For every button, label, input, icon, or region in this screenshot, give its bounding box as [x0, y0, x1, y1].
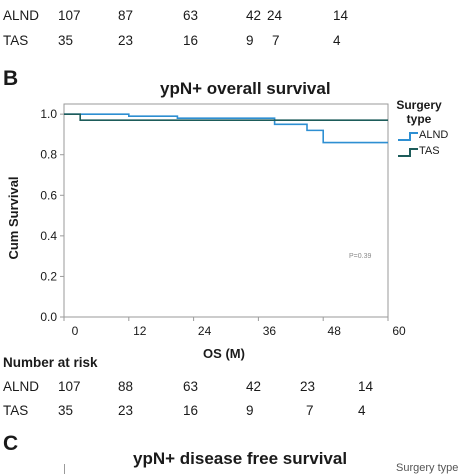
legend-label-tas: TAS [419, 145, 440, 157]
x-tick-label: 48 [328, 324, 342, 338]
risk-value: 88 [118, 379, 134, 394]
risk-value: 16 [183, 33, 199, 48]
x-tick-label: 36 [263, 324, 277, 338]
risk-value: 4 [333, 33, 341, 48]
y-tick-label: 0.2 [40, 269, 57, 283]
legend-label-alnd: ALND [419, 129, 449, 141]
risk-value: 23 [118, 33, 134, 48]
y-tick-label: 0.8 [40, 148, 57, 162]
risk-value: 16 [183, 403, 199, 418]
risk-value: 35 [58, 33, 74, 48]
risk-value: 9 [246, 403, 254, 418]
risk-value: 23 [300, 379, 316, 394]
risk-value: 14 [358, 379, 374, 394]
panel-c-axis-stub [64, 464, 65, 474]
risk-value: 63 [183, 8, 199, 23]
risk-value: 42 [246, 8, 262, 23]
risk-value: 14 [333, 8, 349, 23]
risk-value: 7 [306, 403, 314, 418]
panel-c-legend-title: Surgery type [396, 462, 459, 474]
risk-value: 42 [246, 379, 262, 394]
y-tick-label: 0.6 [40, 188, 57, 202]
x-tick-label: 0 [72, 324, 79, 338]
risk-value: 7 [272, 33, 280, 48]
risk-value: 63 [183, 379, 199, 394]
risk-value: 4 [358, 403, 366, 418]
p-value-annotation: P=0.39 [349, 253, 371, 260]
risk-group-label: TAS [3, 403, 29, 418]
risk-value: 107 [58, 379, 81, 394]
risk-group-label: ALND [3, 379, 40, 394]
panel-letter-c: C [3, 432, 19, 455]
risk-group-label: ALND [3, 8, 40, 23]
panel-c-title: ypN+ disease free survival [133, 449, 348, 468]
risk-value: 35 [58, 403, 74, 418]
x-tick-label: 12 [133, 324, 147, 338]
panel-letter-b: B [3, 67, 19, 90]
survival-curve-tas [64, 113, 388, 122]
x-tick-label: 60 [392, 324, 406, 338]
risk-value: 23 [118, 403, 134, 418]
y-tick-label: 1.0 [40, 107, 57, 121]
plot-border [63, 103, 389, 318]
risk-value: 107 [58, 8, 81, 23]
survival-curves [64, 113, 388, 144]
plot-frame [63, 103, 389, 318]
x-axis-title: OS (M) [203, 346, 245, 361]
legend-title: Surgery type [396, 98, 442, 126]
risk-value: 87 [118, 8, 134, 23]
risk-value: 24 [267, 8, 283, 23]
y-tick-label: 0.0 [40, 310, 57, 324]
x-tick-label: 24 [198, 324, 212, 338]
risk-heading: Number at risk [3, 355, 98, 370]
survival-curve-alnd [64, 113, 388, 144]
y-tick-label: 0.4 [40, 229, 57, 243]
risk-group-label: TAS [3, 33, 29, 48]
axis-ticks: 0.0 0.2 0.4 0.6 0.8 1.0 0 12 24 36 48 60 [40, 107, 406, 338]
risk-value: 9 [246, 33, 254, 48]
y-axis-title: Cum Survival [6, 176, 21, 259]
chart-title: ypN+ overall survival [160, 79, 331, 98]
